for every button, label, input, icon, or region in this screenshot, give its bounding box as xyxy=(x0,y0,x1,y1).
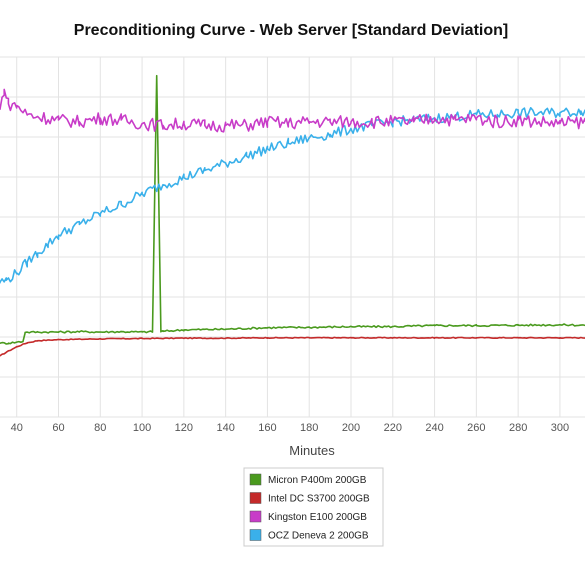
x-tick-label: 260 xyxy=(467,422,485,434)
x-tick-labels: 40 60 80 100 120 140 160 180 200 220 240 260 280 300 xyxy=(11,422,570,434)
grid xyxy=(0,56,585,418)
legend-swatch xyxy=(249,510,262,523)
x-tick-label: 280 xyxy=(509,422,527,434)
legend-label: OCZ Deneva 2 200GB xyxy=(268,531,369,542)
series-line-ocz-deneva-2-200gb xyxy=(0,107,585,284)
x-tick-label: 160 xyxy=(258,422,276,434)
legend-label: Micron P400m 200GB xyxy=(268,475,367,486)
x-tick-label: 200 xyxy=(342,422,360,434)
x-tick-label: 40 xyxy=(11,422,23,434)
x-tick-label: 300 xyxy=(551,422,569,434)
legend-swatch xyxy=(249,529,262,541)
series-line-micron-p400m-200gb xyxy=(0,74,585,345)
chart-title: Preconditioning Curve - Web Server [Stan… xyxy=(74,22,508,39)
x-tick-label: 180 xyxy=(300,422,318,434)
x-tick-label: 80 xyxy=(94,422,106,434)
x-tick-label: 220 xyxy=(384,422,402,434)
x-tick-label: 140 xyxy=(216,422,234,434)
legend-label: Kingston E100 200GB xyxy=(268,512,367,523)
x-tick-label: 60 xyxy=(52,422,64,434)
x-tick-label: 100 xyxy=(133,422,151,434)
legend-swatch xyxy=(249,473,262,486)
series-lines xyxy=(0,74,585,357)
legend: Micron P400m 200GB Intel DC S3700 200GB Ki… xyxy=(243,467,384,547)
series-line-kingston-e100-200gb xyxy=(0,88,585,133)
legend-box xyxy=(243,467,384,547)
legend-swatch xyxy=(249,492,262,504)
legend-label: Intel DC S3700 200GB xyxy=(268,494,370,505)
x-axis-label: Minutes xyxy=(289,443,335,458)
x-tick-label: 120 xyxy=(175,422,193,434)
series-line-intel-dc-s3700-200gb xyxy=(0,336,585,357)
x-tick-label: 240 xyxy=(425,422,443,434)
